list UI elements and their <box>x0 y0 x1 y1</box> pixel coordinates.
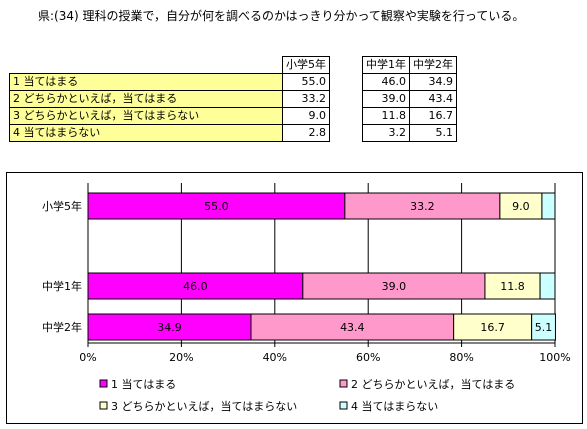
category-label: 中学1年 <box>42 279 82 293</box>
cell-value: 3.2 <box>362 124 410 142</box>
cell-value: 43.4 <box>409 90 457 108</box>
chart-frame <box>6 172 583 424</box>
cell-value: 2.8 <box>282 124 330 142</box>
table-row: 4 当てはまらない 2.8 3.2 5.1 <box>9 124 457 142</box>
data-label: 46.0 <box>183 280 208 293</box>
data-label: 9.0 <box>512 200 530 213</box>
col-header-elem5: 小学5年 <box>282 56 330 74</box>
question-title: 県:(34) 理科の授業で，自分が何を調べるのかはっきり分かって観察や実験を行っ… <box>38 9 525 23</box>
row-label: 3 どちらかといえば，当てはまらない <box>9 107 283 125</box>
cell-value: 46.0 <box>362 73 410 91</box>
bar-segment <box>539 272 556 300</box>
data-label: 39.0 <box>382 280 407 293</box>
legend-label: 2 どちらかといえば，当てはまる <box>351 377 515 391</box>
cell-value: 34.9 <box>409 73 457 91</box>
x-tick-label: 0% <box>79 351 96 364</box>
x-tick-label: 40% <box>263 351 287 364</box>
x-tick-label: 80% <box>449 351 473 364</box>
bar-segment <box>453 313 533 341</box>
category-label: 中学2年 <box>42 320 82 334</box>
legend-label: 4 当てはまらない <box>351 399 438 413</box>
row-label: 4 当てはまらない <box>9 124 283 142</box>
bar-segment <box>531 313 556 341</box>
row-label: 1 当てはまる <box>9 73 283 91</box>
legend-label: 1 当てはまる <box>111 377 176 391</box>
data-label: 5.1 <box>535 321 553 334</box>
legend-label: 3 どちらかといえば，当てはまらない <box>111 399 297 413</box>
legend-swatch <box>99 401 108 410</box>
x-tick-label: 60% <box>356 351 380 364</box>
data-label: 11.8 <box>500 280 525 293</box>
bar-segment <box>87 313 252 341</box>
x-tick-label: 20% <box>169 351 193 364</box>
bar-segment <box>484 272 541 300</box>
data-label: 43.4 <box>340 321 365 334</box>
legend-swatch <box>339 401 348 410</box>
legend-swatch <box>339 379 348 388</box>
table-corner <box>9 56 283 74</box>
bar-segment <box>87 192 346 220</box>
results-table: 小学5年 中学1年 中学2年 1 当てはまる 55.0 46.0 34.9 2 … <box>9 56 457 142</box>
bar-segment <box>541 192 556 220</box>
bar-segment <box>302 272 486 300</box>
bar-segment <box>87 272 304 300</box>
cell-value: 33.2 <box>282 90 330 108</box>
cell-value: 11.8 <box>362 107 410 125</box>
table-gap <box>329 56 363 74</box>
bar-segment <box>344 192 501 220</box>
table-row: 1 当てはまる 55.0 46.0 34.9 <box>9 73 457 91</box>
x-tick-label: 100% <box>539 351 570 364</box>
data-label: 33.2 <box>410 200 435 213</box>
legend-swatch <box>99 379 108 388</box>
category-label: 小学5年 <box>42 199 82 213</box>
data-label: 16.7 <box>480 321 505 334</box>
data-label: 55.0 <box>204 200 229 213</box>
table-row: 3 どちらかといえば，当てはまらない 9.0 11.8 16.7 <box>9 107 457 125</box>
data-label: 34.9 <box>157 321 182 334</box>
bar-segment <box>499 192 543 220</box>
cell-value: 5.1 <box>409 124 457 142</box>
